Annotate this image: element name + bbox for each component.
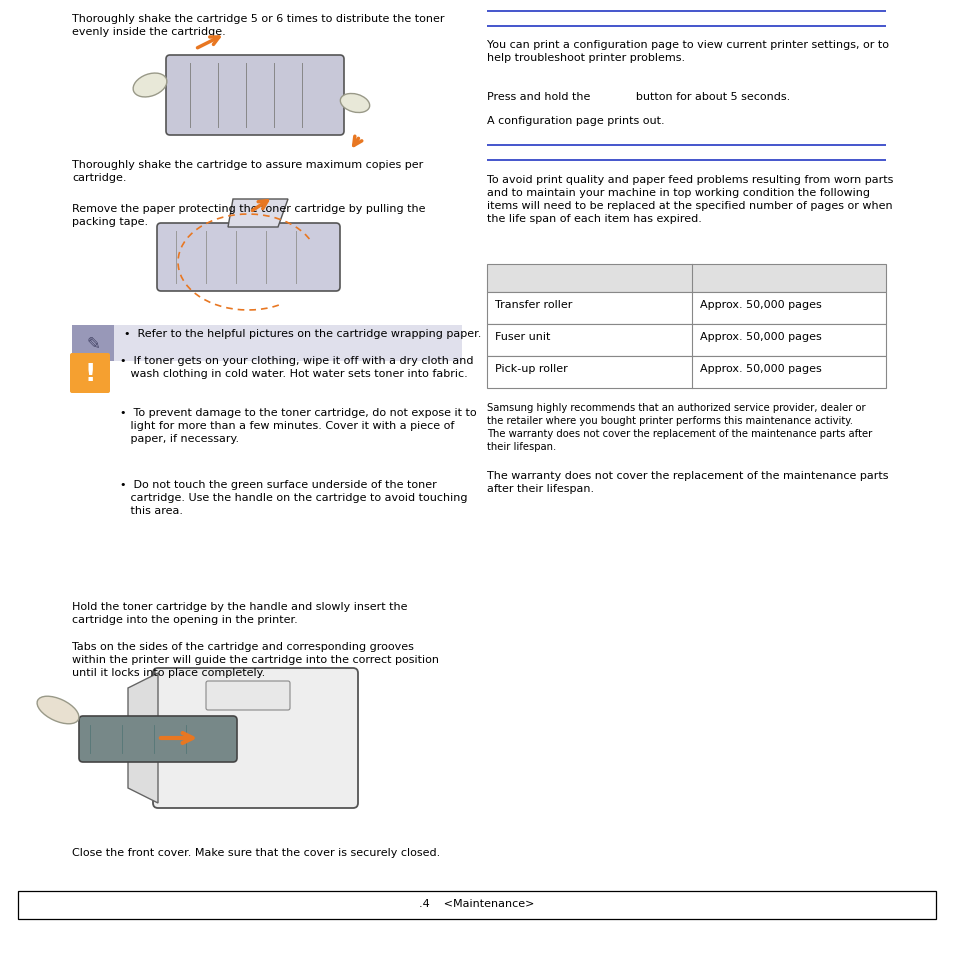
Text: Hold the toner cartridge by the handle and slowly insert the
cartridge into the : Hold the toner cartridge by the handle a…	[71, 601, 407, 624]
Text: Remove the paper protecting the toner cartridge by pulling the
packing tape.: Remove the paper protecting the toner ca…	[71, 204, 425, 227]
Text: Samsung highly recommends that an authorized service provider, dealer or
the ret: Samsung highly recommends that an author…	[486, 402, 871, 452]
Text: •  If toner gets on your clothing, wipe it off with a dry cloth and
   wash clot: • If toner gets on your clothing, wipe i…	[120, 355, 473, 378]
Text: Thoroughly shake the cartridge to assure maximum copies per
cartridge.: Thoroughly shake the cartridge to assure…	[71, 160, 423, 183]
Polygon shape	[128, 673, 158, 803]
Text: Fuser unit: Fuser unit	[495, 332, 550, 341]
Text: •  Do not touch the green surface underside of the toner
   cartridge. Use the h: • Do not touch the green surface undersi…	[120, 479, 467, 516]
Text: •  Refer to the helpful pictures on the cartridge wrapping paper.: • Refer to the helpful pictures on the c…	[124, 329, 481, 338]
Bar	[486, 293, 885, 325]
FancyBboxPatch shape	[157, 224, 339, 292]
Text: Approx. 50,000 pages: Approx. 50,000 pages	[700, 332, 821, 341]
Text: Approx. 50,000 pages: Approx. 50,000 pages	[700, 299, 821, 310]
Bar	[18, 891, 935, 919]
Bar	[486, 325, 885, 356]
Bar	[486, 356, 885, 389]
Text: A configuration page prints out.: A configuration page prints out.	[486, 116, 664, 126]
Text: •  To prevent damage to the toner cartridge, do not expose it to
   light for mo: • To prevent damage to the toner cartrid…	[120, 408, 476, 443]
FancyBboxPatch shape	[152, 668, 357, 808]
Text: ✎: ✎	[86, 335, 100, 353]
Ellipse shape	[133, 74, 167, 98]
Ellipse shape	[37, 697, 79, 724]
Text: The warranty does not cover the replacement of the maintenance parts
after their: The warranty does not cover the replacem…	[486, 471, 887, 494]
FancyBboxPatch shape	[70, 354, 110, 394]
Text: Transfer roller: Transfer roller	[495, 299, 572, 310]
Text: To avoid print quality and paper feed problems resulting from worn parts
and to : To avoid print quality and paper feed pr…	[486, 174, 892, 224]
Text: Approx. 50,000 pages: Approx. 50,000 pages	[700, 364, 821, 374]
Text: Close the front cover. Make sure that the cover is securely closed.: Close the front cover. Make sure that th…	[71, 847, 439, 857]
Polygon shape	[228, 200, 288, 228]
FancyBboxPatch shape	[166, 56, 344, 136]
Bar	[71, 326, 113, 361]
Bar	[71, 326, 461, 361]
Text: You can print a configuration page to view current printer settings, or to
help : You can print a configuration page to vi…	[486, 40, 888, 63]
Text: Tabs on the sides of the cartridge and corresponding grooves
within the printer : Tabs on the sides of the cartridge and c…	[71, 641, 438, 678]
Bar	[486, 265, 885, 293]
Text: .4    <Maintenance>: .4 <Maintenance>	[419, 898, 534, 908]
Text: !: !	[84, 361, 95, 386]
FancyBboxPatch shape	[79, 717, 236, 762]
Text: Pick-up roller: Pick-up roller	[495, 364, 567, 374]
FancyBboxPatch shape	[206, 681, 290, 710]
Ellipse shape	[340, 94, 369, 113]
Text: Press and hold the             button for about 5 seconds.: Press and hold the button for about 5 se…	[486, 91, 789, 102]
Text: Thoroughly shake the cartridge 5 or 6 times to distribute the toner
evenly insid: Thoroughly shake the cartridge 5 or 6 ti…	[71, 14, 444, 37]
